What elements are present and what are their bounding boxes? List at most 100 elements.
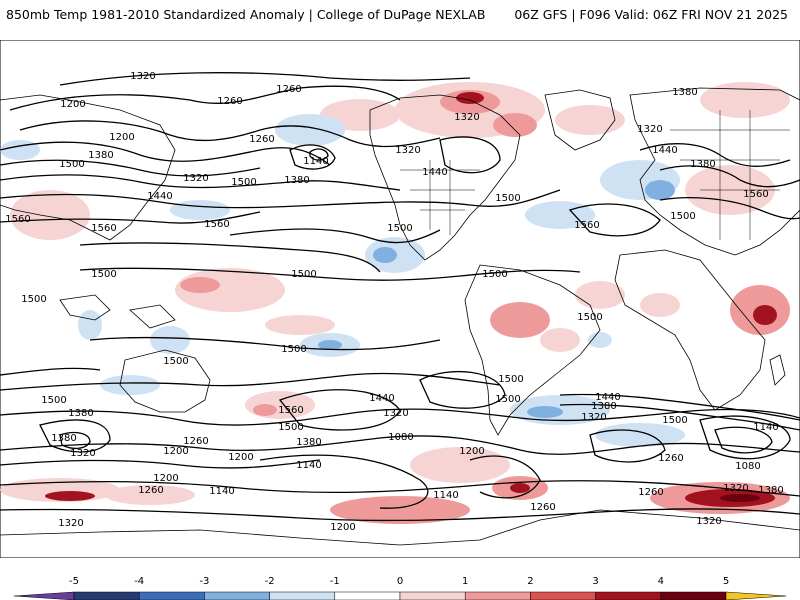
colorbar-tick-label: -4 xyxy=(134,576,144,587)
colorbar-swatch xyxy=(13,591,75,600)
contour-label: 1200 xyxy=(153,473,178,484)
contour-label: 1560 xyxy=(204,219,229,230)
contour-label: 1260 xyxy=(138,485,163,496)
contour-label: 1320 xyxy=(383,408,408,419)
colorbar-swatch xyxy=(334,591,401,600)
colorbar-swatch xyxy=(73,591,140,600)
contour-label: 1080 xyxy=(735,461,760,472)
colorbar-swatch xyxy=(399,591,466,600)
contour-label: 1200 xyxy=(228,452,253,463)
contour-label: 1440 xyxy=(147,191,172,202)
contour-label: 1380 xyxy=(591,401,616,412)
contour-label: 1380 xyxy=(284,175,309,186)
contour-label: 1260 xyxy=(530,502,555,513)
contour-label: 1380 xyxy=(88,150,113,161)
colorbar-tick-label: -3 xyxy=(199,576,209,587)
contour-label: 1320 xyxy=(723,483,748,494)
contour-label: 1260 xyxy=(638,487,663,498)
contour-label: 1500 xyxy=(291,269,316,280)
contour-label: 1500 xyxy=(670,211,695,222)
contour-label: 1500 xyxy=(495,193,520,204)
contour-label: 1140 xyxy=(433,490,458,501)
contour-label: 1500 xyxy=(278,422,303,433)
colorbar-swatch xyxy=(660,591,727,600)
contour-label: 1500 xyxy=(662,415,687,426)
colorbar-swatch xyxy=(595,591,662,600)
colorbar-tick-label: 5 xyxy=(723,576,729,587)
model-run-info: 06Z GFS | F096 Valid: 06Z FRI NOV 21 202… xyxy=(514,7,788,22)
contour-label: 1560 xyxy=(91,223,116,234)
colorbar-tick-label: 3 xyxy=(592,576,598,587)
contour-label: 1440 xyxy=(369,393,394,404)
contour-label: 1440 xyxy=(422,167,447,178)
contour-label: 1500 xyxy=(387,223,412,234)
contour-label: 1500 xyxy=(41,395,66,406)
contour-label: 1320 xyxy=(637,124,662,135)
contour-label: 1560 xyxy=(574,220,599,231)
contour-label: 1500 xyxy=(495,394,520,405)
contour-label: 1200 xyxy=(459,446,484,457)
contour-label: 1500 xyxy=(231,177,256,188)
colorbar-swatch xyxy=(204,591,270,600)
colorbar-tick-label: 2 xyxy=(527,576,533,587)
contour-label: 1200 xyxy=(60,99,85,110)
contour-label: 1440 xyxy=(652,145,677,156)
contour-label: 1200 xyxy=(109,132,134,143)
contour-label: 1380 xyxy=(68,408,93,419)
header: 850mb Temp 1981-2010 Standardized Anomal… xyxy=(0,0,800,30)
contour-label: 1380 xyxy=(758,485,783,496)
contour-label: 1260 xyxy=(183,436,208,447)
contour-label: 1320 xyxy=(581,412,606,423)
colorbar-tick-label: -1 xyxy=(330,576,340,587)
contour-label: 1560 xyxy=(278,405,303,416)
contour-label: 1440 xyxy=(595,392,620,403)
contour-label: 1140 xyxy=(209,486,234,497)
contour-labels: 1320 1260 1200 1260 1200 1260 1320 1380 … xyxy=(5,71,783,533)
colorbar-tick-label: -2 xyxy=(265,576,275,587)
contour-label: 1380 xyxy=(690,159,715,170)
contour-label: 1320 xyxy=(58,518,83,529)
height-contours xyxy=(0,72,800,522)
contour-label: 1320 xyxy=(70,448,95,459)
colorbar-tick-label: -5 xyxy=(69,576,79,587)
contour-label: 1320 xyxy=(454,112,479,123)
contour-label: 1260 xyxy=(658,453,683,464)
contour-label: 1500 xyxy=(21,294,46,305)
contour-label: 1260 xyxy=(217,96,242,107)
colorbar-swatch xyxy=(269,591,336,600)
contour-label: 1140 xyxy=(753,422,778,433)
contour-label: 1500 xyxy=(59,159,84,170)
contour-label: 1560 xyxy=(5,214,30,225)
contour-label: 1320 xyxy=(183,173,208,184)
contour-label: 1320 xyxy=(130,71,155,82)
contour-label: 1380 xyxy=(51,433,76,444)
map-title: 850mb Temp 1981-2010 Standardized Anomal… xyxy=(6,7,486,22)
anomaly-map: 1320 1260 1200 1260 1200 1260 1320 1380 … xyxy=(0,40,800,558)
contour-label: 1500 xyxy=(577,312,602,323)
contour-label: 1500 xyxy=(482,269,507,280)
contour-label: 1320 xyxy=(696,516,721,527)
contour-label: 1560 xyxy=(743,189,768,200)
colorbar-ticks: -5 -4 -3 -2 -1 0 1 2 3 4 5 xyxy=(69,576,729,587)
anomaly-shading xyxy=(0,82,790,524)
contour-label: 1380 xyxy=(672,87,697,98)
colorbar-tick-label: 0 xyxy=(397,576,403,587)
colorbar-swatch xyxy=(464,591,531,600)
contour-label: 1140 xyxy=(296,460,321,471)
contour-label: 1380 xyxy=(296,437,321,448)
colorbar-swatch xyxy=(138,591,205,600)
colorbar-swatches xyxy=(13,591,787,600)
contour-label: 1500 xyxy=(281,344,306,355)
contour-label: 1080 xyxy=(388,432,413,443)
contour-label: 1500 xyxy=(498,374,523,385)
contour-label: 1200 xyxy=(330,522,355,533)
contour-label: 1260 xyxy=(249,134,274,145)
contour-label: 1200 xyxy=(163,446,188,457)
contour-label: 1140 xyxy=(303,156,328,167)
colorbar-swatch xyxy=(530,591,596,600)
contour-label: 1500 xyxy=(91,269,116,280)
colorbar-swatch xyxy=(725,591,787,600)
contour-label: 1320 xyxy=(395,145,420,156)
colorbar-tick-label: 4 xyxy=(658,576,664,587)
colorbar: -5 -4 -3 -2 -1 0 1 2 3 4 5 xyxy=(13,576,787,600)
